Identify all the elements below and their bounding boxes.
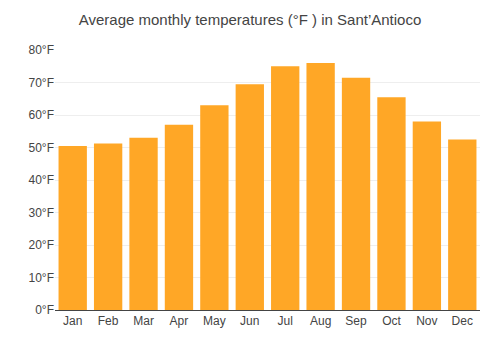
svg-text:60°F: 60°F bbox=[29, 108, 54, 122]
svg-text:Mar: Mar bbox=[133, 314, 154, 328]
svg-text:Jul: Jul bbox=[278, 314, 293, 328]
svg-text:Apr: Apr bbox=[170, 314, 189, 328]
svg-text:20°F: 20°F bbox=[29, 238, 54, 252]
svg-text:80°F: 80°F bbox=[29, 43, 54, 57]
svg-text:Aug: Aug bbox=[310, 314, 331, 328]
svg-text:Sep: Sep bbox=[345, 314, 367, 328]
svg-text:40°F: 40°F bbox=[29, 173, 54, 187]
svg-text:0°F: 0°F bbox=[35, 303, 54, 317]
svg-text:50°F: 50°F bbox=[29, 141, 54, 155]
svg-text:Jun: Jun bbox=[240, 314, 259, 328]
svg-text:70°F: 70°F bbox=[29, 76, 54, 90]
svg-text:Nov: Nov bbox=[416, 314, 437, 328]
svg-text:Feb: Feb bbox=[98, 314, 119, 328]
svg-text:Oct: Oct bbox=[382, 314, 401, 328]
svg-text:Average monthly temperatures (: Average monthly temperatures (°F ) in Sa… bbox=[79, 11, 422, 28]
svg-text:10°F: 10°F bbox=[29, 271, 54, 285]
svg-text:30°F: 30°F bbox=[29, 206, 54, 220]
svg-text:Dec: Dec bbox=[452, 314, 473, 328]
svg-text:May: May bbox=[203, 314, 226, 328]
svg-text:Jan: Jan bbox=[63, 314, 82, 328]
